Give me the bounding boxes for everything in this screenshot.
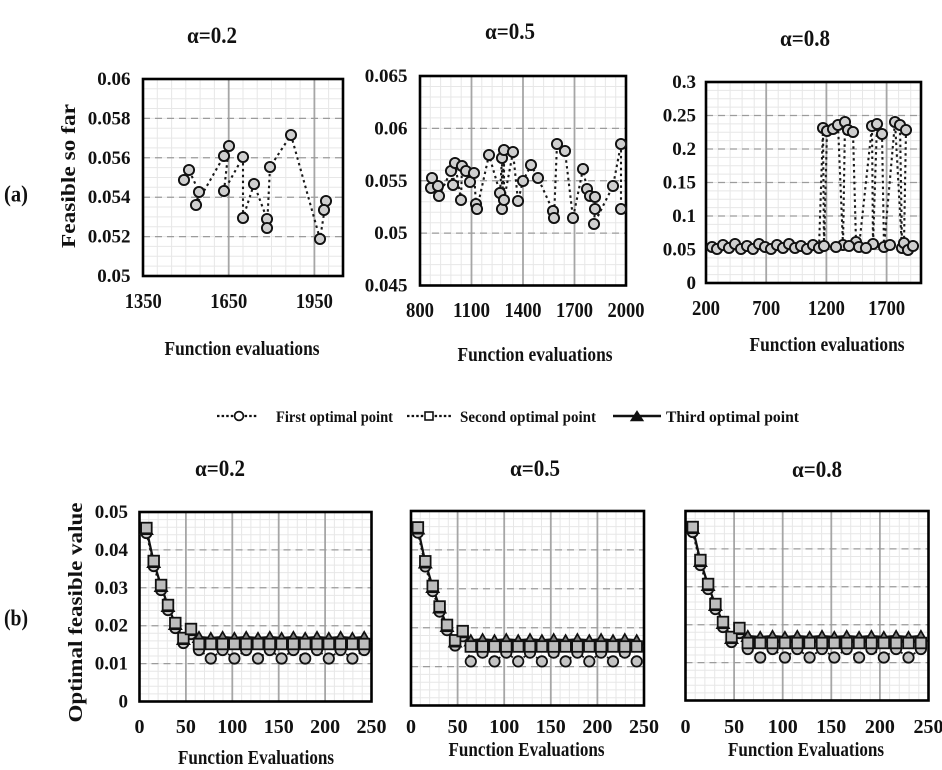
svg-text:700: 700 — [752, 296, 780, 320]
svg-text:0: 0 — [687, 273, 697, 294]
svg-text:50: 50 — [448, 716, 468, 738]
svg-text:0.058: 0.058 — [88, 108, 131, 129]
svg-text:100: 100 — [768, 716, 798, 738]
svg-text:250: 250 — [914, 716, 942, 738]
svg-text:1100: 1100 — [453, 298, 490, 322]
svg-text:(b): (b) — [4, 606, 28, 631]
svg-text:Optimal feasible value: Optimal feasible value — [65, 502, 87, 722]
svg-text:First optimal point: First optimal point — [276, 409, 394, 426]
svg-text:0.1: 0.1 — [672, 206, 696, 227]
svg-text:Function Evaluations: Function Evaluations — [728, 739, 884, 761]
svg-text:1700: 1700 — [556, 298, 593, 322]
svg-text:0.05: 0.05 — [374, 223, 407, 244]
svg-text:0: 0 — [119, 692, 129, 713]
svg-text:α=0.5: α=0.5 — [510, 456, 560, 481]
svg-text:0.06: 0.06 — [374, 118, 407, 139]
svg-text:250: 250 — [357, 716, 387, 738]
svg-text:200: 200 — [310, 716, 340, 738]
svg-text:0: 0 — [681, 716, 691, 738]
svg-text:0.045: 0.045 — [365, 276, 408, 297]
svg-text:1650: 1650 — [210, 289, 247, 313]
svg-text:50: 50 — [176, 716, 196, 738]
svg-text:0.056: 0.056 — [88, 148, 131, 169]
svg-text:100: 100 — [217, 716, 247, 738]
svg-text:Third optimal point: Third optimal point — [666, 409, 800, 426]
svg-text:0.04: 0.04 — [95, 540, 129, 561]
svg-text:250: 250 — [629, 716, 659, 738]
svg-text:200: 200 — [582, 716, 612, 738]
svg-text:0.3: 0.3 — [672, 72, 696, 93]
svg-text:0: 0 — [406, 716, 416, 738]
svg-text:0.06: 0.06 — [97, 69, 130, 90]
svg-text:α=0.8: α=0.8 — [780, 26, 830, 51]
svg-text:50: 50 — [724, 716, 744, 738]
svg-text:Function evaluations: Function evaluations — [165, 338, 320, 360]
svg-text:Second optimal point: Second optimal point — [460, 409, 597, 426]
svg-text:Function Evaluations: Function Evaluations — [449, 739, 605, 761]
svg-text:1400: 1400 — [505, 298, 542, 322]
svg-text:0.02: 0.02 — [95, 616, 128, 637]
svg-text:α=0.5: α=0.5 — [485, 19, 535, 44]
svg-text:800: 800 — [406, 298, 434, 322]
svg-text:100: 100 — [489, 716, 519, 738]
svg-text:Feasible so far: Feasible so far — [58, 104, 80, 248]
svg-text:α=0.8: α=0.8 — [792, 457, 842, 482]
svg-text:0.05: 0.05 — [663, 240, 696, 261]
svg-text:0.25: 0.25 — [663, 106, 696, 127]
svg-text:0: 0 — [135, 716, 145, 738]
svg-text:0.054: 0.054 — [88, 187, 131, 208]
svg-text:α=0.2: α=0.2 — [187, 23, 237, 48]
svg-text:Function Evaluations: Function Evaluations — [178, 747, 334, 769]
svg-text:0.15: 0.15 — [663, 173, 696, 194]
svg-text:0.055: 0.055 — [365, 171, 408, 192]
svg-text:0.01: 0.01 — [95, 654, 128, 675]
svg-text:200: 200 — [692, 296, 720, 320]
svg-text:1350: 1350 — [125, 289, 162, 313]
svg-text:0.052: 0.052 — [88, 227, 131, 248]
svg-text:Function evaluations: Function evaluations — [750, 334, 905, 356]
svg-text:α=0.2: α=0.2 — [195, 456, 245, 481]
svg-text:Function evaluations: Function evaluations — [458, 344, 613, 366]
svg-text:150: 150 — [264, 716, 294, 738]
svg-text:200: 200 — [865, 716, 895, 738]
svg-text:0.05: 0.05 — [95, 502, 128, 523]
svg-text:150: 150 — [816, 716, 846, 738]
svg-text:0.03: 0.03 — [95, 578, 128, 599]
svg-text:(a): (a) — [4, 182, 28, 207]
svg-text:1950: 1950 — [296, 289, 333, 313]
svg-text:1700: 1700 — [868, 296, 905, 320]
svg-text:1200: 1200 — [808, 296, 845, 320]
svg-text:150: 150 — [536, 716, 566, 738]
svg-text:2000: 2000 — [608, 298, 645, 322]
svg-text:0.2: 0.2 — [672, 139, 696, 160]
svg-text:0.065: 0.065 — [365, 66, 408, 87]
svg-text:0.05: 0.05 — [97, 266, 130, 287]
